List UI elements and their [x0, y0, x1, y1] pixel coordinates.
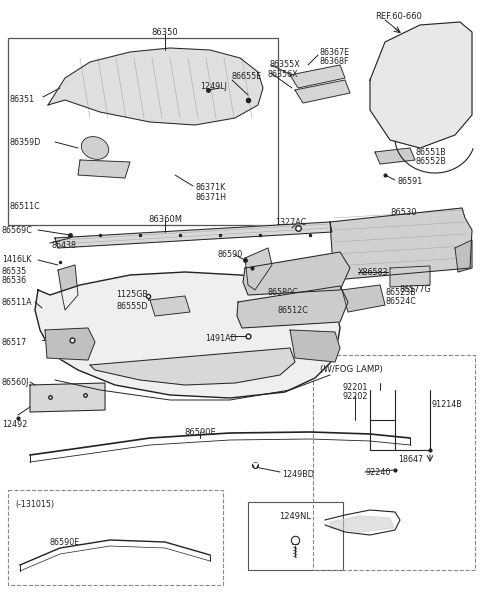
Text: 12492: 12492: [2, 420, 27, 429]
Text: 86368F: 86368F: [320, 57, 349, 66]
Text: 86371K: 86371K: [195, 183, 225, 192]
Text: (-131015): (-131015): [15, 500, 54, 509]
Text: REF.60-660: REF.60-660: [375, 12, 422, 21]
Text: 1249BD: 1249BD: [282, 470, 314, 479]
Text: 86511C: 86511C: [10, 202, 41, 211]
Polygon shape: [290, 330, 340, 362]
Text: 86569C: 86569C: [2, 226, 33, 235]
Text: 86517: 86517: [2, 338, 27, 347]
Polygon shape: [243, 252, 350, 295]
Text: 1249NL: 1249NL: [279, 512, 311, 521]
Text: 1327AC: 1327AC: [275, 218, 306, 227]
Text: 91214B: 91214B: [432, 400, 463, 409]
Text: 86359D: 86359D: [10, 138, 41, 147]
Text: 86351: 86351: [10, 95, 35, 104]
Text: 86590: 86590: [218, 250, 243, 259]
Text: 86590E: 86590E: [50, 538, 80, 547]
Polygon shape: [35, 272, 340, 398]
Text: 86355X: 86355X: [270, 60, 301, 69]
Polygon shape: [370, 22, 472, 148]
Text: 86356X: 86356X: [267, 70, 298, 79]
Polygon shape: [45, 328, 95, 360]
Ellipse shape: [81, 137, 108, 159]
Polygon shape: [290, 65, 345, 88]
Text: 86551B: 86551B: [415, 148, 446, 157]
Polygon shape: [150, 296, 190, 316]
Text: 86577G: 86577G: [400, 285, 432, 294]
Polygon shape: [48, 48, 263, 125]
Text: 86591: 86591: [397, 177, 422, 186]
Text: 1491AD: 1491AD: [205, 334, 237, 343]
Text: 92202: 92202: [342, 392, 368, 401]
Text: 86512C: 86512C: [278, 306, 309, 315]
Bar: [8, 490, 223, 585]
Text: 92240: 92240: [365, 468, 390, 477]
Text: 86560J: 86560J: [2, 378, 29, 387]
Text: X86583: X86583: [358, 268, 389, 277]
Polygon shape: [78, 160, 130, 178]
Text: 86580C: 86580C: [268, 288, 299, 297]
Text: 86350: 86350: [152, 28, 178, 37]
Text: 1249LJ: 1249LJ: [200, 82, 227, 91]
Polygon shape: [55, 222, 332, 248]
Text: 86524C: 86524C: [385, 297, 416, 306]
Text: 18647: 18647: [398, 455, 423, 464]
Text: 86535: 86535: [2, 267, 27, 276]
Polygon shape: [390, 266, 430, 287]
Text: 86360M: 86360M: [148, 215, 182, 224]
Bar: [248, 502, 343, 570]
Text: (W/FOG LAMP): (W/FOG LAMP): [320, 365, 383, 374]
Bar: [8, 38, 278, 225]
Text: 86511A: 86511A: [2, 298, 33, 307]
Text: 86655E: 86655E: [232, 72, 262, 81]
Polygon shape: [330, 516, 394, 532]
Polygon shape: [237, 286, 348, 328]
Bar: [313, 355, 475, 570]
Text: 86552B: 86552B: [415, 157, 446, 166]
Text: 86367E: 86367E: [320, 48, 350, 57]
Text: 86438: 86438: [52, 241, 77, 250]
Polygon shape: [375, 148, 415, 164]
Polygon shape: [342, 285, 385, 312]
Polygon shape: [330, 208, 472, 280]
Text: 92201: 92201: [342, 383, 368, 392]
Polygon shape: [455, 240, 472, 272]
Polygon shape: [90, 348, 295, 385]
Text: 86530: 86530: [390, 208, 417, 217]
Text: 86555D: 86555D: [117, 302, 148, 311]
Polygon shape: [30, 383, 105, 412]
Text: 1416LK: 1416LK: [2, 255, 32, 264]
Polygon shape: [295, 80, 350, 103]
Text: 1125GB: 1125GB: [116, 290, 148, 299]
Text: 86590E: 86590E: [184, 428, 216, 437]
Text: 86593A: 86593A: [267, 270, 298, 279]
Polygon shape: [245, 248, 272, 290]
Text: 86536: 86536: [2, 276, 27, 285]
Polygon shape: [58, 265, 78, 310]
Text: 86523B: 86523B: [385, 288, 416, 297]
Text: 86371H: 86371H: [195, 193, 226, 202]
